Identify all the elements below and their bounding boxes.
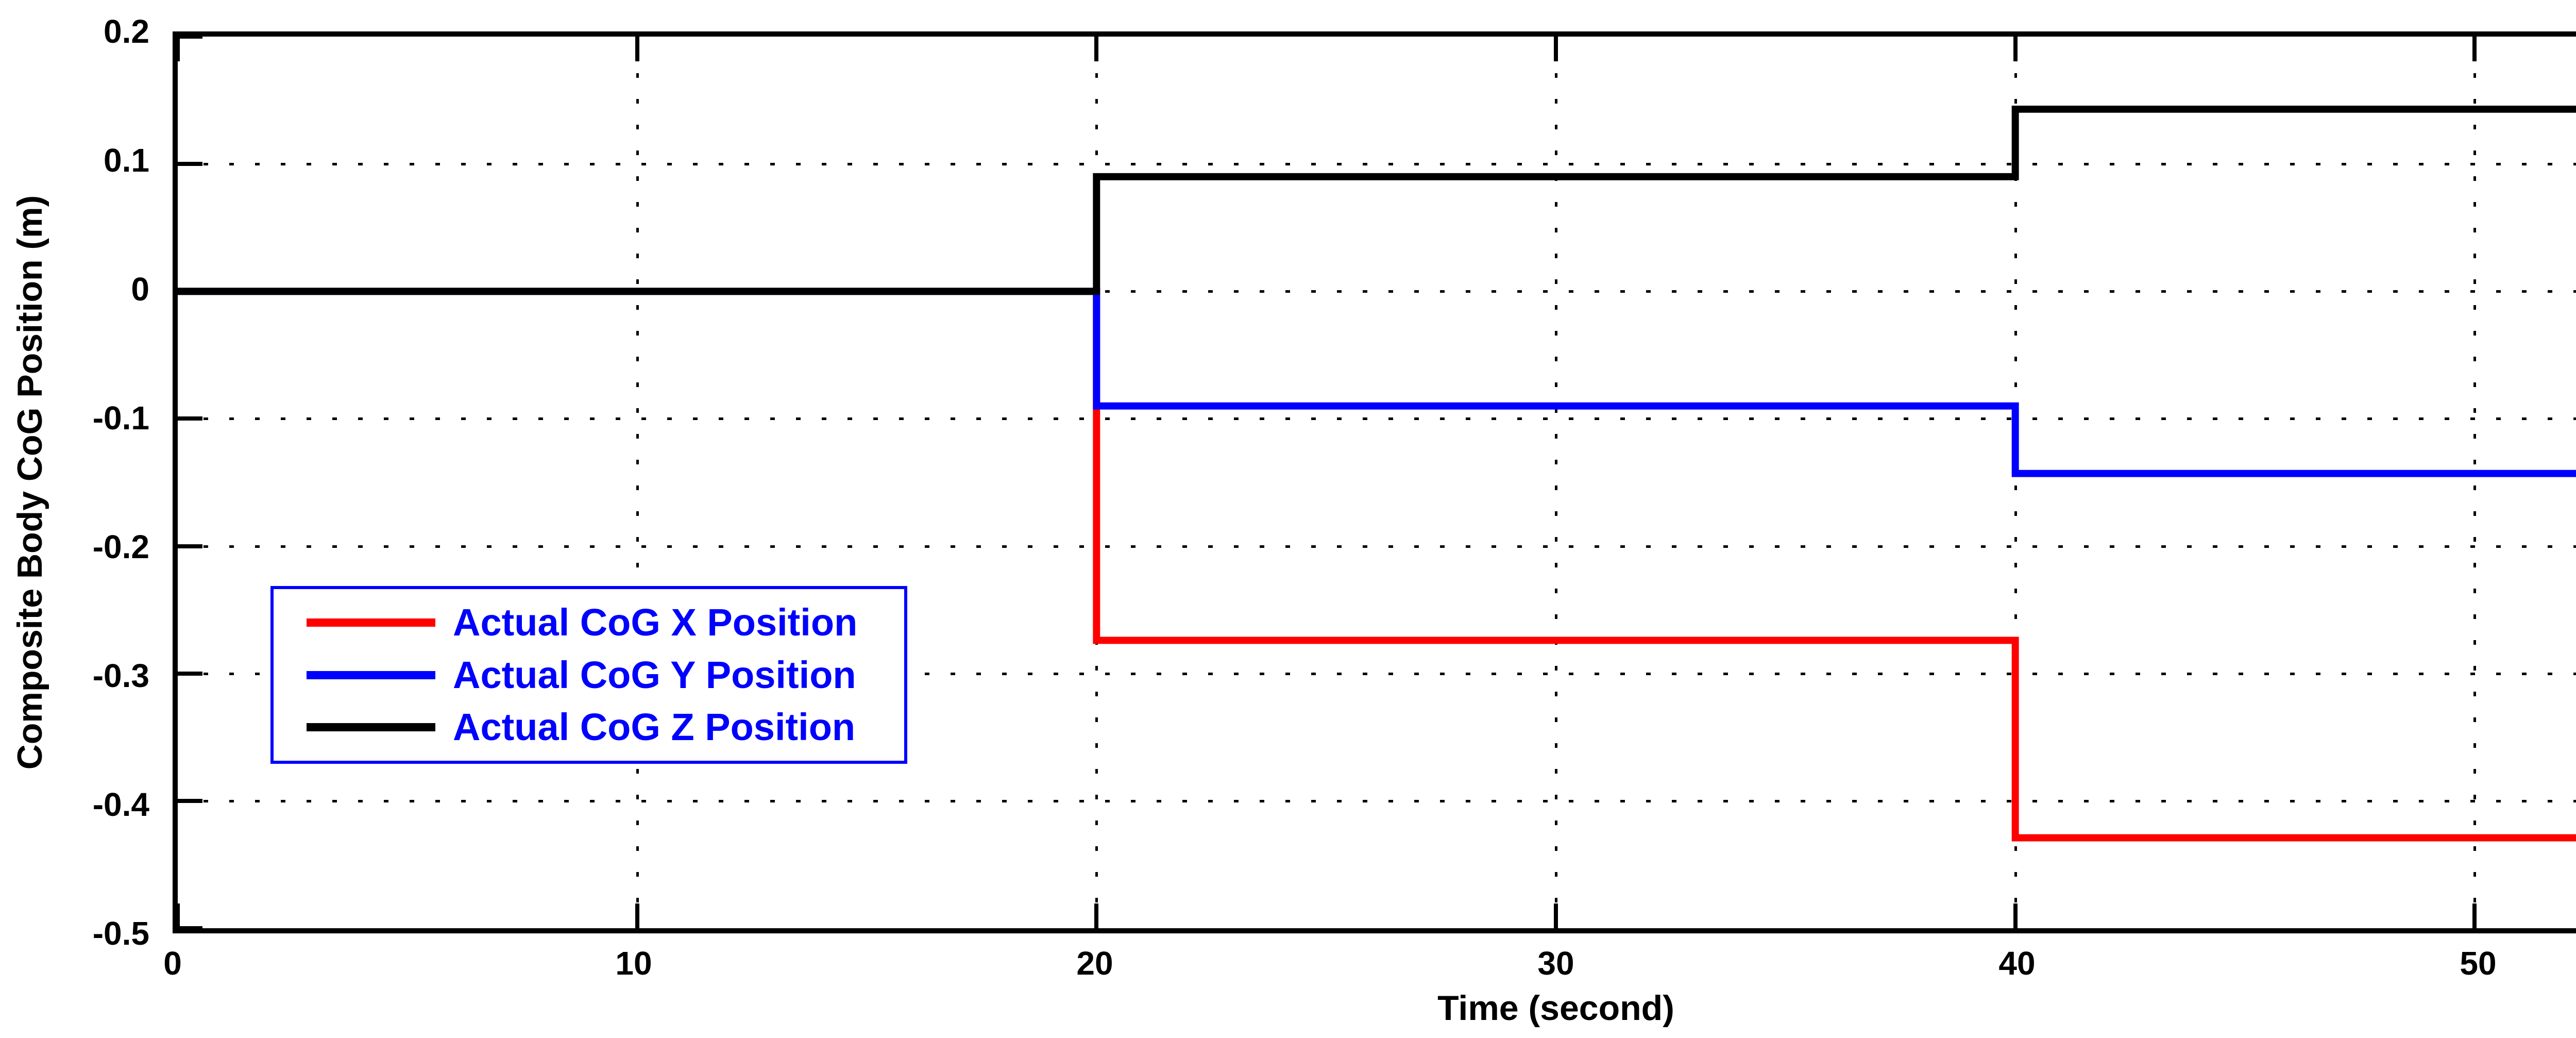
legend-label: Actual CoG Y Position xyxy=(453,653,856,696)
x-tick-label: 10 xyxy=(615,945,652,982)
legend-label: Actual CoG Z Position xyxy=(453,706,856,749)
x-tick-mark-top xyxy=(176,37,180,61)
legend: Actual CoG X Position Actual CoG Y Posit… xyxy=(270,586,907,764)
x-tick-label: 40 xyxy=(1998,945,2036,982)
y-tick-label: -0.2 xyxy=(92,528,149,565)
legend-item-cog-y: Actual CoG Y Position xyxy=(307,656,904,694)
x-tick-mark-bottom xyxy=(2013,903,2018,928)
y-tick-mark-left xyxy=(178,162,202,166)
x-tick-label: 50 xyxy=(2460,945,2497,982)
legend-item-cog-x: Actual CoG X Position xyxy=(307,600,904,644)
vertical-gridline xyxy=(1555,37,1557,928)
x-tick-mark-bottom xyxy=(635,903,639,928)
horizontal-gridline xyxy=(178,417,2576,421)
horizontal-gridline xyxy=(178,672,2576,675)
x-tick-mark-bottom xyxy=(176,903,180,928)
x-tick-label: 30 xyxy=(1537,945,1574,982)
y-tick-label: -0.3 xyxy=(92,657,149,694)
y-tick-mark-left xyxy=(178,416,202,421)
y-tick-mark-left xyxy=(178,544,202,548)
y-tick-label: 0.2 xyxy=(104,13,149,50)
x-axis-label: Time (second) xyxy=(1437,989,1674,1028)
x-tick-label: 0 xyxy=(163,945,182,982)
x-tick-mark-top xyxy=(1554,37,1558,61)
horizontal-gridline xyxy=(178,290,2576,293)
legend-line-swatch-black xyxy=(307,723,435,732)
x-tick-mark-bottom xyxy=(2472,903,2477,928)
x-tick-mark-top xyxy=(2472,37,2477,61)
y-tick-label: 0.1 xyxy=(104,142,149,179)
legend-item-cog-z: Actual CoG Z Position xyxy=(307,708,904,746)
y-tick-label: 0 xyxy=(131,271,149,308)
x-tick-mark-top xyxy=(635,37,639,61)
y-tick-mark-left xyxy=(178,671,202,676)
x-tick-label: 20 xyxy=(1076,945,1113,982)
horizontal-gridline xyxy=(178,545,2576,548)
horizontal-gridline xyxy=(178,163,2576,166)
x-tick-mark-top xyxy=(1094,37,1099,61)
series-line-2 xyxy=(178,105,2576,295)
plot-area xyxy=(173,31,2576,933)
x-tick-mark-bottom xyxy=(1554,903,1558,928)
y-tick-label: -0.5 xyxy=(92,915,149,952)
y-tick-mark-left xyxy=(178,35,202,39)
x-tick-mark-bottom xyxy=(1094,903,1099,928)
plot-canvas xyxy=(178,105,2576,842)
y-tick-label: -0.1 xyxy=(92,399,149,437)
vertical-gridline xyxy=(2014,37,2017,928)
legend-line-swatch-red xyxy=(307,618,435,627)
y-tick-label: -0.4 xyxy=(92,786,149,823)
legend-line-swatch-blue xyxy=(307,671,435,679)
series-line-1 xyxy=(178,288,2576,477)
vertical-gridline xyxy=(2473,37,2477,928)
x-tick-mark-top xyxy=(2013,37,2018,61)
y-tick-mark-left xyxy=(178,926,202,930)
y-tick-mark-left xyxy=(178,798,202,803)
vertical-gridline xyxy=(636,37,639,928)
legend-label: Actual CoG X Position xyxy=(453,600,858,644)
horizontal-gridline xyxy=(178,799,2576,802)
